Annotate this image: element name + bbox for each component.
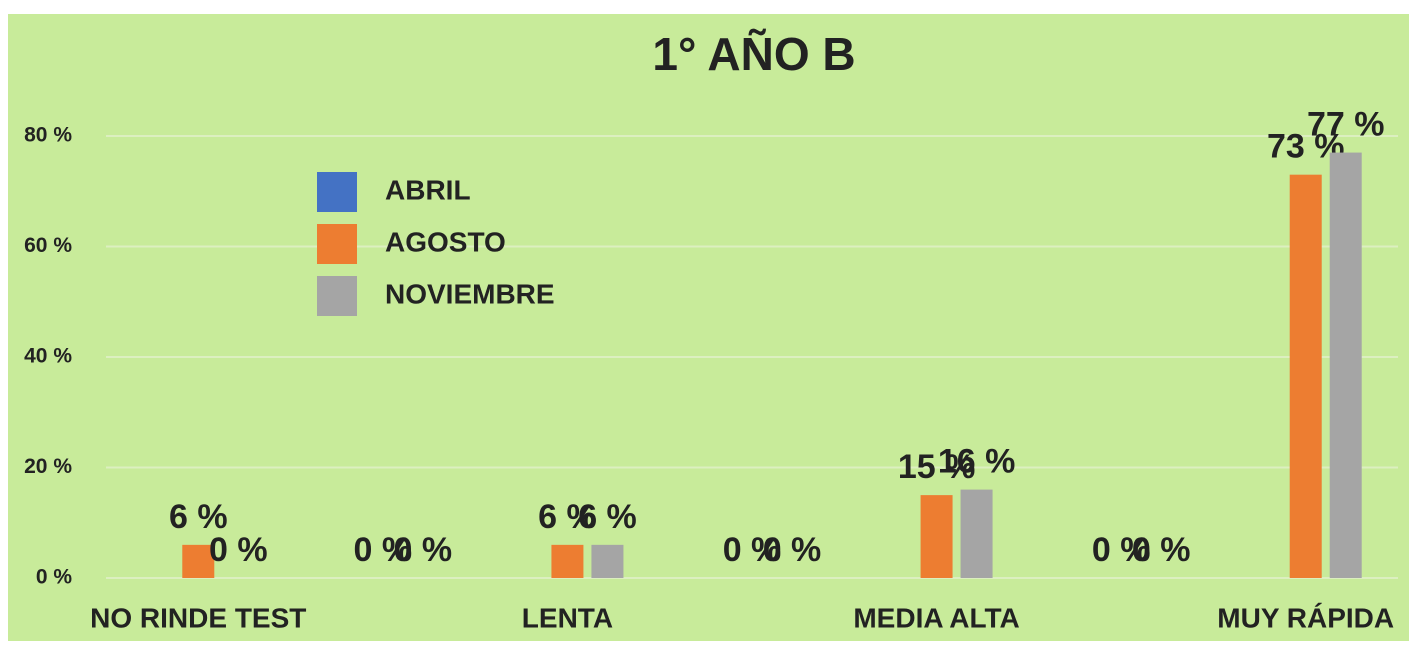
x-tick-label: MEDIA ALTA (853, 602, 1019, 633)
legend-label: ABRIL (385, 174, 471, 205)
data-label: 0 % (763, 531, 822, 569)
bar (920, 495, 953, 578)
bar (182, 544, 215, 578)
bar (960, 489, 993, 578)
data-label: 0 % (209, 531, 268, 569)
data-label: 0 % (1092, 531, 1151, 569)
data-label: 15 % (898, 448, 976, 486)
legend-swatch (317, 276, 357, 316)
bar (591, 544, 624, 578)
y-tick-label: 40 % (24, 345, 72, 368)
legend-label: NOVIEMBRE (385, 278, 555, 309)
data-label: 0 % (394, 531, 453, 569)
bar (1289, 174, 1322, 579)
data-label: 77 % (1307, 106, 1385, 144)
chart-background (8, 14, 1409, 641)
x-tick-label: LENTA (522, 602, 613, 633)
y-tick-label: 20 % (24, 455, 72, 478)
x-tick-label: NO RINDE TEST (90, 602, 306, 633)
legend-swatch (317, 172, 357, 212)
y-tick-label: 60 % (24, 234, 72, 257)
data-label: 0 % (1132, 531, 1191, 569)
x-tick-label: MUY RÁPIDA (1217, 602, 1394, 633)
y-tick-label: 80 % (24, 124, 72, 147)
chart-title: 1° AÑO B (652, 28, 855, 80)
legend-label: AGOSTO (385, 226, 506, 257)
bar (1329, 152, 1362, 578)
y-tick-label: 0 % (36, 566, 73, 589)
data-label: 6 % (578, 498, 637, 536)
data-label: 6 % (538, 498, 597, 536)
data-label: 0 % (354, 531, 413, 569)
data-label: 6 % (169, 498, 228, 536)
bar (551, 544, 584, 578)
data-label: 16 % (938, 443, 1016, 481)
legend-swatch (317, 224, 357, 264)
data-label: 0 % (723, 531, 782, 569)
